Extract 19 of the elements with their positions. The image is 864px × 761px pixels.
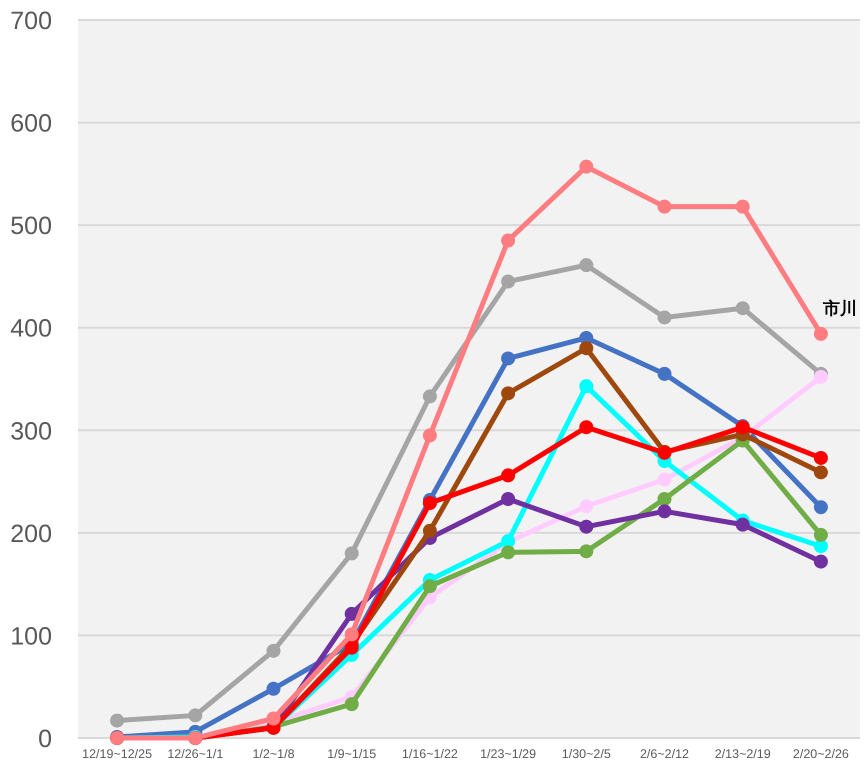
y-tick-label: 0 <box>38 725 52 753</box>
x-tick-label: 2/6~2/12 <box>640 747 690 761</box>
x-tick-label: 2/20~2/26 <box>792 747 849 761</box>
x-tick-label: 1/30~2/5 <box>562 747 611 761</box>
x-tick-label: 1/23~1/29 <box>480 747 536 761</box>
x-tick-label: 12/26~1/1 <box>167 747 224 761</box>
y-tick-label: 600 <box>10 110 52 138</box>
x-tick-label: 2/13~2/19 <box>714 747 771 761</box>
x-tick-label: 1/2~1/8 <box>252 747 295 761</box>
y-tick-label: 200 <box>10 520 52 548</box>
x-tick-label: 1/16~1/22 <box>402 747 458 761</box>
y-tick-label: 500 <box>10 212 52 240</box>
y-tick-label: 300 <box>10 417 52 446</box>
y-tick-label: 700 <box>10 7 52 35</box>
series-label: 市川 <box>822 298 857 318</box>
x-tick-label: 12/19~12/25 <box>82 747 152 761</box>
y-tick-label: 400 <box>10 314 52 343</box>
y-tick-label: 100 <box>10 622 52 650</box>
x-tick-label: 1/9~1/15 <box>327 747 376 761</box>
